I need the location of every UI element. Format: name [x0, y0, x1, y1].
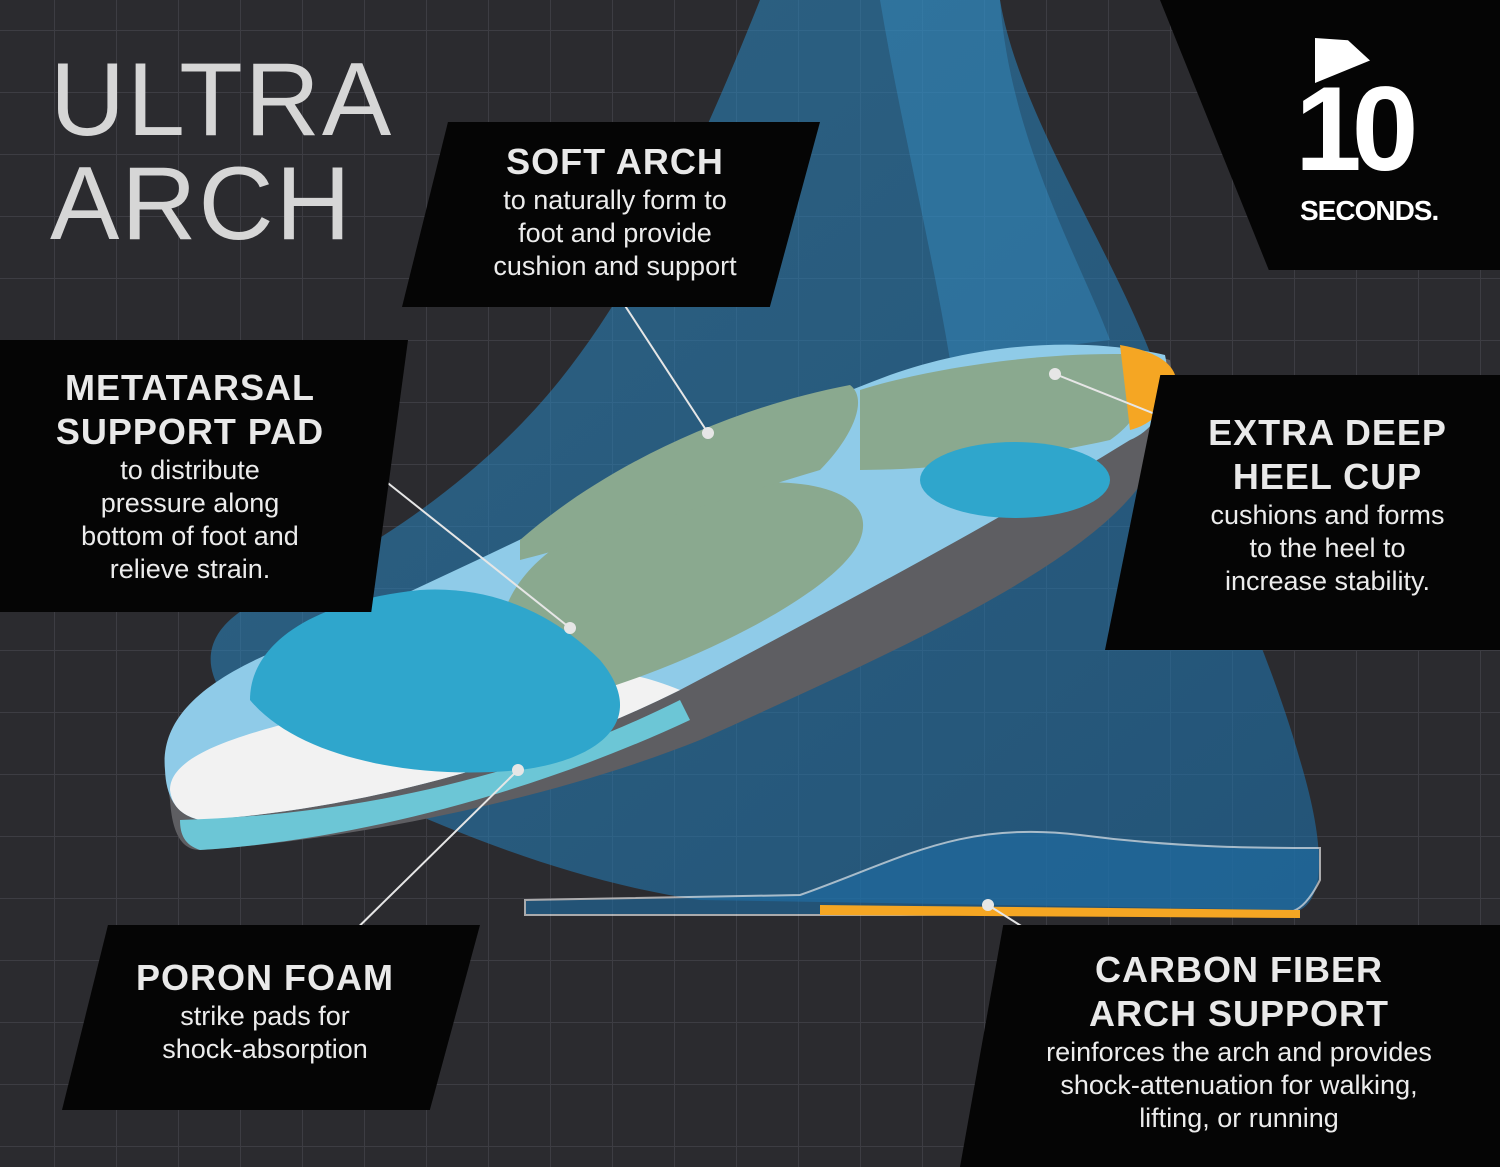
insole-edge [180, 700, 690, 850]
heel-cup-callout: EXTRA DEEP HEEL CUP cushions and forms t… [1160, 411, 1495, 598]
callout-text: pressure along [100, 488, 280, 518]
heel-strike-pad [920, 442, 1110, 518]
callout-text: strike pads for [180, 1001, 350, 1031]
soft-arch-panel [402, 122, 820, 307]
callout-heading: EXTRA DEEP [1208, 412, 1447, 453]
callout-text: increase stability. [1224, 566, 1431, 596]
callout-heading: METATARSAL [65, 367, 315, 408]
callout-text: to the heel to [1249, 533, 1406, 563]
callout-heading: CARBON FIBER [1095, 949, 1383, 990]
ten-seconds-logo: 10 SECONDS. [1295, 38, 1439, 228]
callout-text: cushion and support [493, 251, 737, 281]
callout-text: shock-attenuation for walking, [1060, 1070, 1418, 1100]
carbon-fiber-layer [820, 905, 1300, 918]
callout-text: lifting, or running [1139, 1103, 1339, 1133]
title-line: ARCH [50, 146, 353, 262]
poron-callout: PORON FOAM strike pads for shock-absorpt… [80, 956, 450, 1066]
callout-heading: HEEL CUP [1232, 456, 1423, 497]
callout-text: to distribute [120, 455, 260, 485]
callout-text: bottom of foot and [81, 521, 299, 551]
ankle-highlight [880, 0, 1110, 360]
poron-panel [62, 925, 480, 1110]
soft-arch-callout: SOFT ARCH to naturally form to foot and … [430, 140, 800, 283]
callout-text: cushions and forms [1210, 500, 1445, 530]
logo-number: 10 [1295, 62, 1419, 196]
callout-text: relieve strain. [109, 554, 271, 584]
poron-forefoot-pad [250, 589, 621, 773]
callout-text: to naturally form to [503, 185, 727, 215]
callout-heading: SUPPORT PAD [55, 411, 325, 452]
callout-text: reinforces the arch and provides [1046, 1037, 1432, 1067]
carbon-callout: CARBON FIBER ARCH SUPPORT reinforces the… [1000, 948, 1478, 1135]
heel-cup-panel [1105, 375, 1500, 650]
callout-heading: ARCH SUPPORT [1088, 993, 1390, 1034]
callout-text: foot and provide [518, 218, 712, 248]
carbon-panel [960, 925, 1500, 1167]
logo-wordmark: SECONDS. [1300, 195, 1439, 226]
page-title: ULTRA ARCH [50, 48, 393, 256]
metatarsal-callout: METATARSAL SUPPORT PAD to distribute pre… [0, 366, 380, 586]
soft-arch-pad [520, 385, 859, 560]
metatarsal-panel [0, 340, 408, 612]
callout-text: shock-absorption [162, 1034, 368, 1064]
title-line: ULTRA [50, 42, 394, 158]
callout-heading: PORON FOAM [136, 957, 394, 998]
insole-side-profile [524, 830, 1321, 916]
callout-heading: SOFT ARCH [506, 141, 724, 182]
